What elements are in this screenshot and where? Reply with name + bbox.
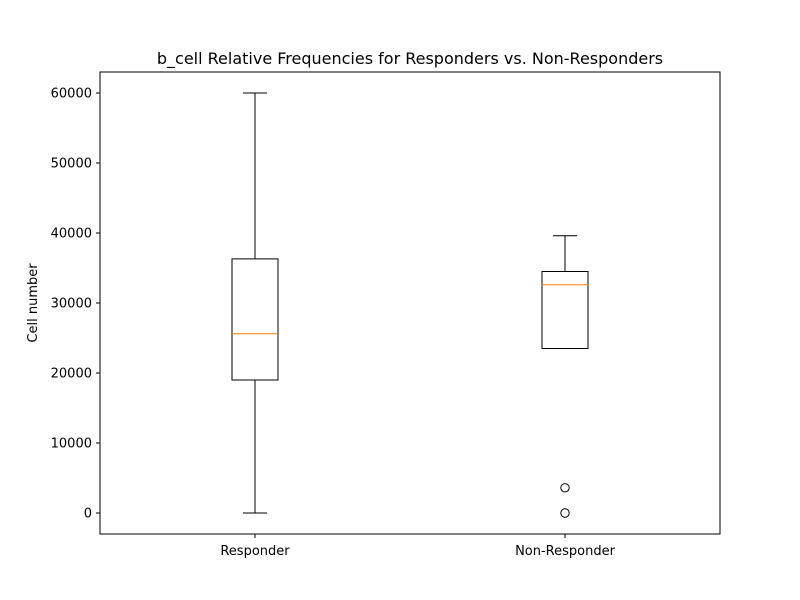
- chart-title: b_cell Relative Frequencies for Responde…: [157, 49, 663, 69]
- y-tick-label: 50000: [51, 157, 92, 172]
- y-tick-label: 0: [84, 507, 92, 522]
- x-tick-label: Non-Responder: [515, 544, 616, 559]
- y-tick-label: 30000: [51, 297, 92, 312]
- y-tick-label: 10000: [51, 437, 92, 452]
- axes-frame: [99, 71, 721, 535]
- y-axis-label: Cell number: [26, 263, 41, 343]
- outlier-point: [560, 483, 570, 493]
- x-tick-label: Responder: [220, 544, 290, 559]
- plot-area: 0 10000 20000 30000 40000 50000 60000 Responder…: [51, 71, 721, 559]
- box-group-responder: [231, 92, 279, 514]
- box-group-non-responder: [541, 235, 589, 518]
- y-tick-label: 60000: [51, 87, 92, 102]
- iqr-box: [541, 271, 589, 349]
- y-tick-label: 20000: [51, 367, 92, 382]
- y-tick-label: 40000: [51, 227, 92, 242]
- iqr-box: [231, 258, 279, 381]
- outlier-point: [560, 508, 570, 518]
